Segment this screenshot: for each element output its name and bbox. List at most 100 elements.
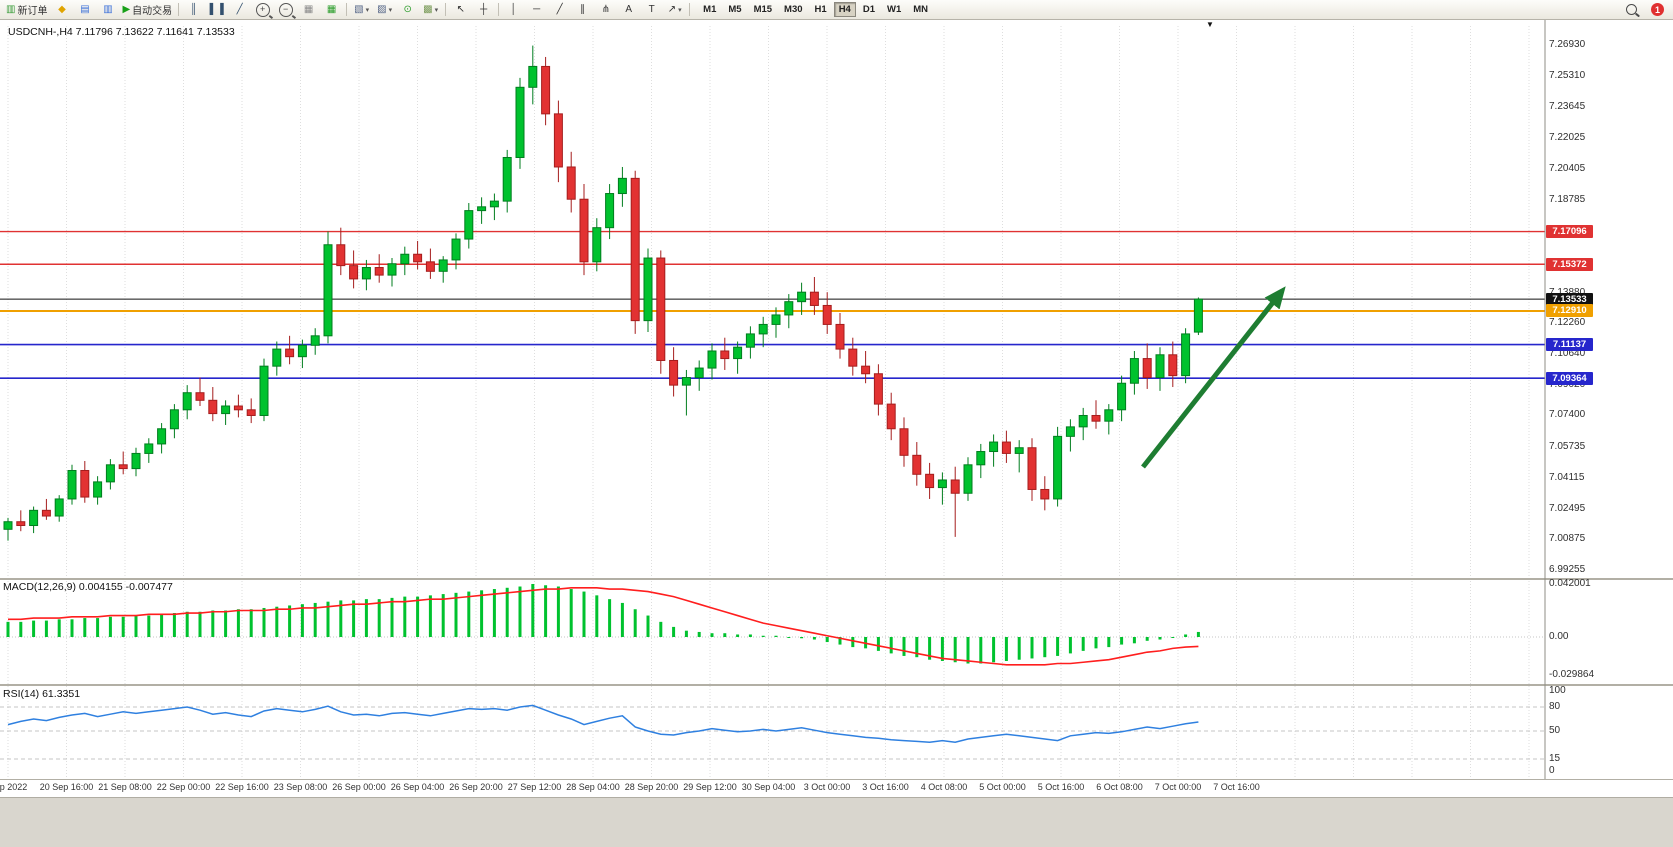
candle [272,341,282,376]
candle [29,506,39,534]
new-chart-button[interactable]: ▧ ▾ [351,2,372,18]
candle [1181,328,1191,384]
candle [835,313,845,359]
candle [1001,430,1011,463]
timeframe-toolbar: M1 M5 M15 M30 H1 H4 D1 W1 MN [697,2,934,17]
timeframe-h1-button[interactable]: H1 [814,4,827,15]
crosshair-button[interactable]: ┼ [473,2,494,18]
macd-bar [620,602,624,637]
candle-body [1142,358,1152,379]
vertical-line-icon: │ [510,3,517,15]
candle [1193,297,1203,336]
auto-trading-button[interactable]: ▶ 自动交易 [120,2,174,18]
candle-body [157,428,167,445]
macd-bar [608,599,612,637]
timeframe-h4-button[interactable]: H4 [833,2,856,17]
macd-bar [467,591,471,637]
candle [1142,343,1152,389]
timeframe-w1-button[interactable]: W1 [887,4,902,15]
candle-body [848,348,858,367]
macd-bar [96,618,100,637]
candle-body [502,156,512,202]
candle [182,385,192,420]
candle-body [771,314,781,325]
bar-chart-icon: ║ [190,3,198,15]
pane-divider[interactable] [0,684,1673,686]
candle [93,476,103,505]
candle-body [182,392,192,411]
macd-bar [1132,637,1136,644]
navigator-button[interactable]: ▥ [97,2,118,18]
text-label-button[interactable]: T [641,2,662,18]
grid-button[interactable]: ▦ [298,2,319,18]
candle [131,447,141,477]
candle-body [297,344,307,358]
macd-bar [326,601,330,637]
timeframe-m5-button[interactable]: M5 [728,4,742,15]
templates-button[interactable]: ▩ ▾ [420,2,441,18]
macd-bar [480,590,484,637]
macd-bar [211,610,215,637]
candle [41,498,51,520]
candle [899,417,909,467]
trend-arrow[interactable] [1141,286,1286,469]
horizontal-line-button[interactable]: ─ [526,2,547,18]
indicators-button[interactable]: ▦ [321,2,342,18]
macd-bar [83,618,87,637]
candle-body [451,238,461,261]
candle-body [515,86,525,158]
candle-body [400,253,410,265]
profiles-button[interactable]: ▨ ▾ [374,2,395,18]
candle [681,369,691,416]
timeframe-m1-button[interactable]: M1 [703,4,717,15]
macd-bar [723,633,727,637]
line-chart-icon: ╱ [236,3,243,15]
candle [579,184,589,276]
line-chart-button[interactable]: ╱ [229,2,250,18]
cursor-button[interactable]: ↖ [450,2,471,18]
candle [553,100,563,183]
candle-body [1129,358,1139,384]
text-button[interactable]: A [618,2,639,18]
search-button[interactable] [1621,2,1642,18]
toolbar-separator [178,3,180,16]
cursor-icon: ↖ [456,3,465,15]
trendline-button[interactable]: ╱ [549,2,570,18]
candle [848,337,858,376]
timeframe-d1-button[interactable]: D1 [862,4,875,15]
macd-bar [300,604,304,637]
toolbar-separator [689,3,691,16]
market-watch-button[interactable]: ▤ [74,2,95,18]
period-clock-button[interactable]: ⊙ [397,2,418,18]
macd-bar [134,615,138,637]
pane-divider[interactable] [0,578,1673,580]
zoom-in-button[interactable]: + [252,2,273,18]
vertical-line-button[interactable]: │ [503,2,524,18]
horizontal-line-icon: ─ [533,3,541,15]
candle [912,442,922,486]
bar-chart-button[interactable]: ║ [183,2,204,18]
equidistant-channel-button[interactable]: ∥ [572,2,593,18]
candle [3,517,13,541]
candle-body [963,464,973,494]
new-order-button[interactable]: ▥ 新订单 [4,2,49,18]
candle [937,472,947,505]
fibonacci-button[interactable]: ⋔ [595,2,616,18]
zoom-out-button[interactable]: − [275,2,296,18]
candle-body [233,405,243,411]
candle-body [413,253,423,263]
candlestick-chart-button[interactable]: ▌▐ [206,2,227,18]
candle [80,461,90,503]
candle-body [131,452,141,470]
rsi-line [7,704,1199,743]
candle-body [989,441,999,453]
timeframe-m15-button[interactable]: M15 [753,4,773,15]
timeframe-m30-button[interactable]: M30 [784,4,803,15]
arrows-button[interactable]: ↗ ▾ [664,2,685,18]
notification-badge[interactable]: 1 [1651,3,1664,16]
timeframe-mn-button[interactable]: MN [913,4,929,15]
candle [208,387,218,422]
chart-window-button[interactable]: ◆ [51,2,72,18]
candle [349,250,359,289]
